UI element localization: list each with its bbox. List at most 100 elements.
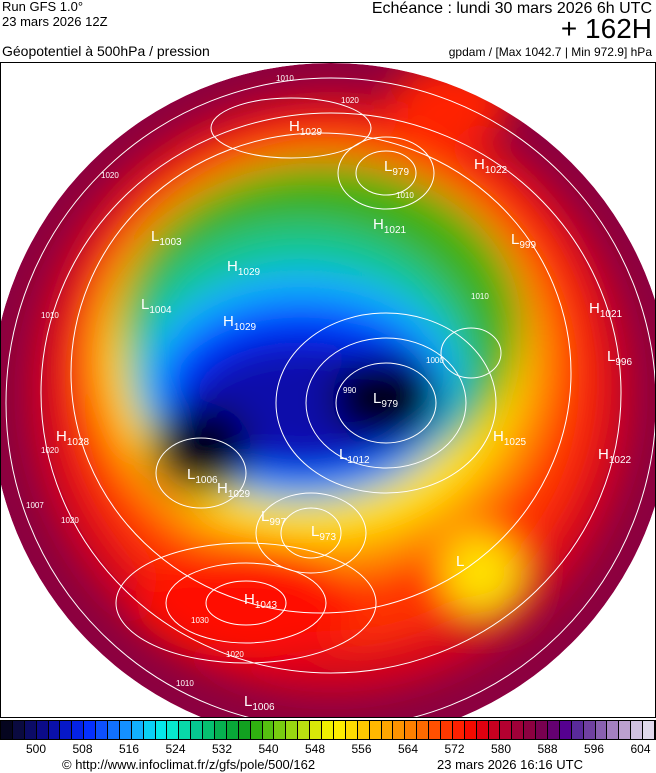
low-pressure-label: L1006 bbox=[187, 466, 218, 486]
color-swatch bbox=[464, 721, 477, 739]
color-swatch bbox=[226, 721, 239, 739]
color-swatch bbox=[417, 721, 430, 739]
color-swatch bbox=[393, 721, 406, 739]
isobar-label: 1007 bbox=[26, 501, 44, 510]
color-swatch bbox=[440, 721, 453, 739]
forecast-valid-time: Echéance : lundi 30 mars 2026 6h UTC bbox=[371, 0, 652, 17]
low-pressure-label: L979 bbox=[384, 158, 409, 178]
color-swatch bbox=[60, 721, 73, 739]
color-swatch bbox=[583, 721, 596, 739]
color-scale-tick: 548 bbox=[304, 742, 326, 756]
color-swatch bbox=[619, 721, 632, 739]
color-swatch bbox=[310, 721, 323, 739]
color-swatch bbox=[286, 721, 299, 739]
generated-time: 23 mars 2026 16:16 UTC bbox=[437, 757, 583, 772]
color-swatch bbox=[143, 721, 156, 739]
color-swatch bbox=[369, 721, 382, 739]
isobar-label: 1010 bbox=[471, 292, 489, 301]
color-swatch bbox=[108, 721, 120, 739]
isobar-label: 1020 bbox=[101, 171, 119, 180]
color-swatch bbox=[405, 721, 418, 739]
color-swatch bbox=[131, 721, 144, 739]
low-pressure-label: L996 bbox=[607, 348, 632, 368]
color-scale-tick: 604 bbox=[630, 742, 651, 756]
color-swatch bbox=[179, 721, 192, 739]
color-swatch bbox=[203, 721, 216, 739]
color-scale-ticks: 500 508 516 524 532 540 548 556 564 572 580 588 596 6… bbox=[0, 742, 656, 758]
high-pressure-label: H1029 bbox=[217, 480, 251, 500]
high-pressure-label: H1025 bbox=[493, 428, 527, 448]
color-swatch bbox=[215, 721, 227, 739]
isobar-label: 1030 bbox=[191, 616, 209, 625]
color-swatch bbox=[298, 721, 311, 739]
color-scale-tick: 500 bbox=[25, 742, 47, 756]
color-swatch bbox=[1, 721, 13, 739]
isobar-label: 1020 bbox=[61, 516, 79, 525]
color-swatch bbox=[476, 721, 489, 739]
color-scale-tick: 596 bbox=[583, 742, 605, 756]
isobar-label: 1020 bbox=[226, 650, 244, 659]
color-swatch bbox=[119, 721, 132, 739]
lead-time: + 162H bbox=[560, 13, 652, 44]
color-swatch bbox=[607, 721, 620, 739]
color-swatch bbox=[36, 721, 49, 739]
color-swatch bbox=[357, 721, 370, 739]
high-pressure-label: H1021 bbox=[589, 300, 623, 320]
color-scale-tick: 556 bbox=[351, 742, 372, 756]
color-swatch bbox=[381, 721, 394, 739]
run-label: Run GFS 1.0° bbox=[2, 0, 84, 14]
color-scale-tick: 572 bbox=[444, 742, 465, 756]
color-scale-tick: 580 bbox=[490, 742, 512, 756]
color-swatch bbox=[48, 721, 61, 739]
copyright-link[interactable]: © http://www.infoclimat.fr/z/gfs/pole/50… bbox=[62, 757, 316, 772]
isobars bbox=[5, 77, 655, 717]
units-label: gpdam / [Max 1042.7 | Min 972.9] hPa bbox=[448, 45, 652, 59]
run-date: 23 mars 2026 12Z bbox=[2, 14, 108, 29]
color-swatch bbox=[333, 721, 346, 739]
low-pressure-label: L1003 bbox=[151, 228, 182, 248]
low-pressure-label: L999 bbox=[511, 231, 536, 251]
high-pressure-label: H1021 bbox=[373, 216, 407, 236]
color-swatch bbox=[429, 721, 441, 739]
low-pressure-label: L1012 bbox=[339, 446, 370, 466]
isobar-label: 1010 bbox=[396, 191, 414, 200]
color-scale-tick: 588 bbox=[537, 742, 558, 756]
color-swatch bbox=[12, 721, 25, 739]
color-scale bbox=[0, 720, 656, 740]
isobar-label: 1010 bbox=[176, 679, 194, 688]
high-pressure-label: H1028 bbox=[56, 428, 90, 448]
color-swatch bbox=[250, 721, 263, 739]
isobar-label: 1000 bbox=[426, 356, 444, 365]
high-pressure-label: H1029 bbox=[289, 118, 323, 138]
high-pressure-label: H1022 bbox=[598, 446, 632, 466]
low-pressure-label: L973 bbox=[311, 523, 336, 543]
color-swatch bbox=[238, 721, 251, 739]
color-swatch bbox=[500, 721, 513, 739]
color-swatch bbox=[547, 721, 560, 739]
isobar-label: 1010 bbox=[276, 74, 294, 83]
low-pressure-label: L997 bbox=[261, 508, 286, 528]
low-pressure-label: L979 bbox=[373, 390, 398, 410]
color-swatch bbox=[524, 721, 537, 739]
color-scale-tick: 564 bbox=[397, 742, 419, 756]
isobar-label: 990 bbox=[343, 386, 357, 395]
color-swatch bbox=[96, 721, 109, 739]
high-pressure-label: H1029 bbox=[227, 258, 261, 278]
color-swatch bbox=[452, 721, 465, 739]
high-pressure-label: H1043 bbox=[244, 591, 278, 611]
color-swatch bbox=[274, 721, 287, 739]
color-swatch bbox=[155, 721, 168, 739]
color-scale-tick: 540 bbox=[258, 742, 279, 756]
geopotential-field bbox=[1, 63, 655, 717]
color-scale-tick: 524 bbox=[165, 742, 186, 756]
color-scale-tick: 508 bbox=[72, 742, 93, 756]
isobar-label: 1020 bbox=[41, 446, 59, 455]
pressure-centers: H1029 L979 H1022 L1003 H1021 L999 H1029 L1004 H1… bbox=[26, 74, 632, 713]
weather-map: H1029 L979 H1022 L1003 H1021 L999 H1029 L1004 H1… bbox=[0, 62, 656, 718]
polar-map-svg: H1029 L979 H1022 L1003 H1021 L999 H1029 L1004 H1… bbox=[1, 63, 655, 717]
isobar-label: 1010 bbox=[41, 311, 59, 320]
color-swatch bbox=[24, 721, 37, 739]
parameter-label: Géopotentiel à 500hPa / pression bbox=[2, 43, 210, 59]
color-swatch bbox=[345, 721, 358, 739]
color-swatch bbox=[631, 721, 644, 739]
